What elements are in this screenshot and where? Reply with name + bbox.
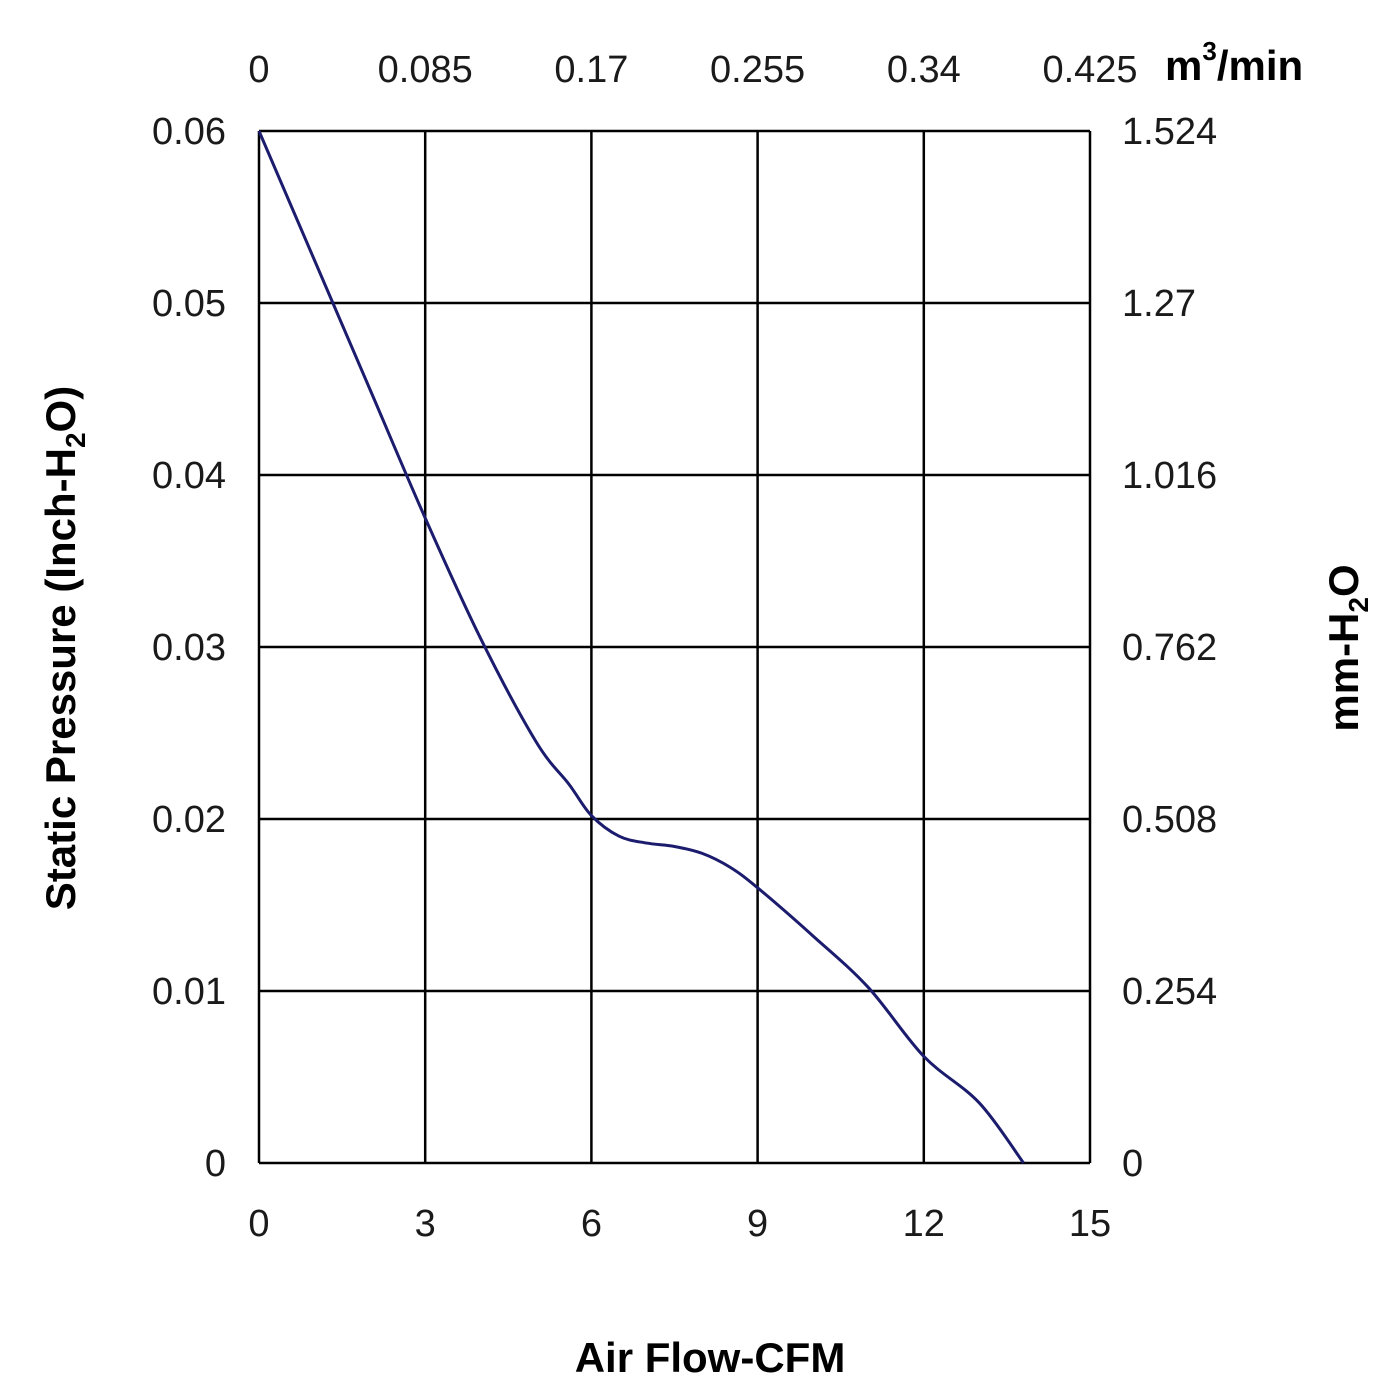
x2-tick-label: 0.425 (1042, 49, 1137, 91)
y2-axis-title-main: mm-H (1320, 613, 1367, 732)
y-axis-title-sub: 2 (60, 432, 91, 448)
y2-axis-title: mm-H2O (1320, 564, 1374, 731)
x2-axis-title-end: /min (1217, 42, 1303, 89)
y-tick-label: 0.05 (152, 283, 226, 325)
y2-tick-label: 0 (1122, 1143, 1143, 1185)
x-axis-title: Air Flow-CFM (575, 1334, 846, 1381)
y-tick-label: 0 (205, 1143, 226, 1185)
y2-tick-label: 0.508 (1122, 799, 1217, 841)
x-tick-label: 6 (581, 1203, 602, 1245)
y-tick-label: 0.04 (152, 455, 226, 497)
y-tick-label: 0.06 (152, 111, 226, 153)
y-axis-title: Static Pressure (Inch-H2O) (37, 386, 91, 910)
y2-tick-label: 1.524 (1122, 111, 1217, 153)
x-tick-label: 0 (248, 1203, 269, 1245)
x2-axis-title-sup: 3 (1202, 36, 1216, 66)
x2-tick-label: 0.17 (554, 49, 628, 91)
x2-axis-title: m3/min (1165, 36, 1303, 89)
series-line-0 (257, 130, 1025, 1164)
x-tick-label: 9 (747, 1203, 768, 1245)
x-tick-label: 12 (903, 1203, 945, 1245)
y-tick-label: 0.03 (152, 627, 226, 669)
y-tick-label: 0.02 (152, 799, 226, 841)
y2-tick-label: 1.27 (1122, 283, 1196, 325)
y2-axis-title-end: O (1320, 564, 1367, 597)
x2-tick-label: 0.34 (887, 49, 961, 91)
y-axis-title-end: O) (37, 386, 84, 433)
x-tick-label: 3 (415, 1203, 436, 1245)
grid (257, 129, 1092, 1165)
y2-axis-title-sub: 2 (1343, 597, 1374, 613)
y-tick-label: 0.01 (152, 971, 226, 1013)
y2-tick-label: 1.016 (1122, 455, 1217, 497)
x2-axis-title-main: m (1165, 42, 1202, 89)
y2-tick-label: 0.254 (1122, 971, 1217, 1013)
x-tick-label: 15 (1069, 1203, 1111, 1245)
series-layer (257, 130, 1025, 1164)
y2-tick-label: 0.762 (1122, 627, 1217, 669)
y-axis-title-main: Static Pressure (Inch-H (37, 448, 84, 910)
x2-tick-label: 0.085 (378, 49, 473, 91)
x2-tick-label: 0.255 (710, 49, 805, 91)
x2-tick-label: 0 (248, 49, 269, 91)
